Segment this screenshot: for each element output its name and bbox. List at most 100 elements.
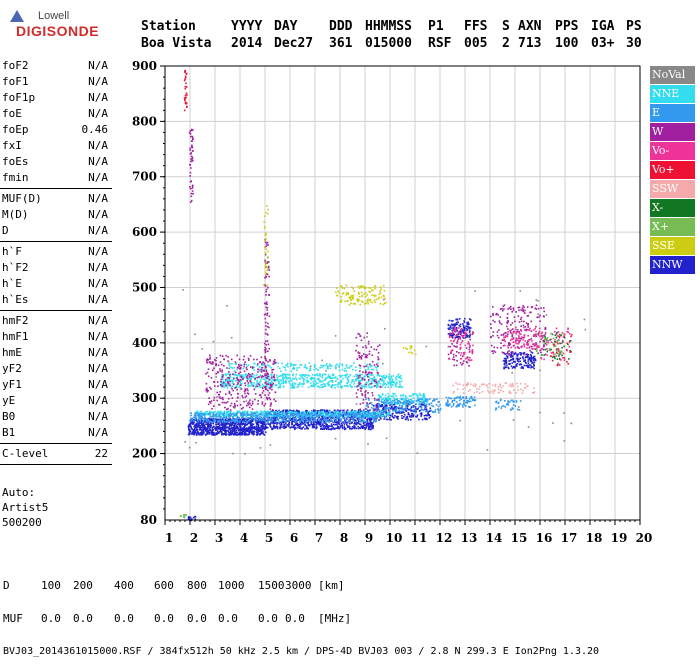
data-point: [226, 413, 228, 415]
data-point: [257, 415, 259, 417]
data-point: [533, 359, 535, 361]
data-point: [288, 423, 290, 425]
data-point: [247, 424, 249, 426]
data-point: [389, 402, 391, 404]
data-point: [201, 418, 203, 420]
data-point: [268, 384, 270, 386]
data-point: [208, 397, 210, 399]
data-point: [412, 394, 414, 396]
data-point: [405, 399, 407, 401]
data-point: [210, 421, 212, 423]
data-point: [235, 361, 237, 363]
data-point: [334, 409, 336, 411]
data-point: [421, 409, 423, 411]
data-point: [372, 428, 374, 430]
data-point: [318, 416, 320, 418]
data-point: [445, 405, 447, 407]
data-point: [247, 378, 249, 380]
data-point: [322, 424, 324, 426]
data-point: [248, 364, 250, 366]
data-point: [240, 384, 242, 386]
data-point: [525, 365, 527, 367]
data-point: [508, 404, 510, 406]
data-point: [350, 386, 352, 388]
data-point: [372, 417, 374, 419]
data-point: [412, 406, 414, 408]
data-point: [189, 429, 191, 431]
data-point: [390, 408, 392, 410]
data-point: [320, 426, 322, 428]
data-point: [393, 395, 395, 397]
data-point: [390, 381, 392, 383]
data-point: [220, 418, 222, 420]
data-point: [196, 426, 198, 428]
data-point: [210, 416, 212, 418]
data-point: [378, 380, 380, 382]
data-point: [383, 380, 385, 382]
data-point: [244, 434, 246, 436]
data-point: [214, 397, 216, 399]
data-point: [372, 415, 374, 417]
data-point: [339, 428, 341, 430]
data-point: [308, 375, 310, 377]
data-point: [469, 398, 471, 400]
data-point: [208, 368, 210, 370]
data-point: [238, 373, 240, 375]
data-point: [339, 370, 341, 372]
data-point: [259, 433, 261, 435]
data-point: [532, 366, 534, 368]
data-point: [419, 404, 421, 406]
data-point: [269, 360, 271, 362]
data-point: [256, 386, 258, 388]
data-point: [388, 386, 390, 388]
data-point: [249, 380, 251, 382]
data-point: [333, 384, 335, 386]
data-point: [300, 412, 302, 414]
data-point: [213, 432, 215, 434]
data-point: [194, 415, 196, 417]
data-point: [214, 381, 216, 383]
data-point: [218, 423, 220, 425]
data-point: [466, 396, 468, 398]
data-point: [467, 335, 469, 337]
data-point: [304, 417, 306, 419]
data-point: [302, 386, 304, 388]
data-point: [319, 367, 321, 369]
data-point: [329, 421, 331, 423]
data-point: [266, 413, 268, 415]
data-point: [256, 383, 258, 385]
data-point: [386, 384, 388, 386]
data-point: [262, 430, 264, 432]
data-point: [307, 411, 309, 413]
data-point: [240, 430, 242, 432]
data-point: [412, 400, 414, 402]
data-point: [285, 420, 287, 422]
data-point: [280, 370, 282, 372]
data-point: [534, 356, 536, 358]
data-point: [241, 416, 243, 418]
data-point: [281, 380, 283, 382]
data-point: [466, 325, 468, 327]
data-point: [218, 365, 220, 367]
data-point: [265, 403, 267, 405]
data-point: [342, 363, 344, 365]
data-point: [310, 421, 312, 423]
data-point: [270, 411, 272, 413]
data-point: [504, 361, 506, 363]
data-point: [382, 378, 384, 380]
data-point: [342, 417, 344, 419]
data-point: [386, 400, 388, 402]
data-point: [222, 420, 224, 422]
data-point: [309, 413, 311, 415]
data-point: [412, 416, 414, 418]
data-point: [423, 393, 425, 395]
data-point: [228, 398, 230, 400]
data-point: [270, 399, 272, 401]
data-point: [208, 430, 210, 432]
data-point: [392, 384, 394, 386]
data-point: [230, 428, 232, 430]
data-point: [287, 374, 289, 376]
data-point: [233, 383, 235, 385]
data-point: [227, 356, 229, 358]
data-point: [404, 408, 406, 410]
